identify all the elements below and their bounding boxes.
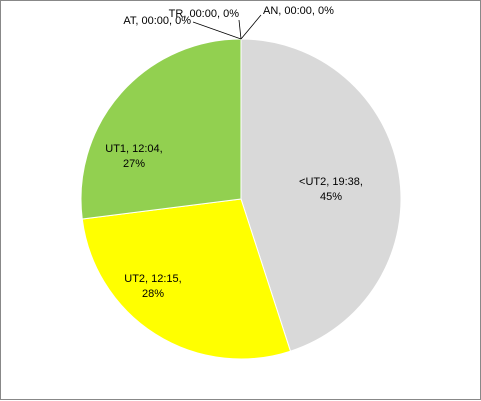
data-label: TR, 00:00, 0% <box>169 8 240 20</box>
data-label-line: 45% <box>320 191 342 203</box>
data-label: UT1, 12:04, 27% <box>105 143 162 170</box>
data-label: AT, 00:00, 0% <box>123 15 191 27</box>
data-label-line: 27% <box>123 158 145 170</box>
pie-slice <box>81 198 292 360</box>
pie-slice <box>80 38 242 220</box>
pie-slice <box>240 38 402 352</box>
data-label-line: <UT2, 19:38, <box>299 176 363 188</box>
data-label-line: 28% <box>142 288 164 300</box>
data-label: UT2, 12:15, 28% <box>124 273 181 300</box>
data-label: AN, 00:00, 0% <box>263 5 334 17</box>
leader-line <box>240 14 262 40</box>
leader-line <box>238 19 242 40</box>
data-label-line: UT1, 12:04, <box>105 143 162 155</box>
data-label-line: UT2, 12:15, <box>124 273 181 285</box>
data-label: <UT2, 19:38, 45% <box>299 176 363 203</box>
leader-line <box>192 21 242 40</box>
